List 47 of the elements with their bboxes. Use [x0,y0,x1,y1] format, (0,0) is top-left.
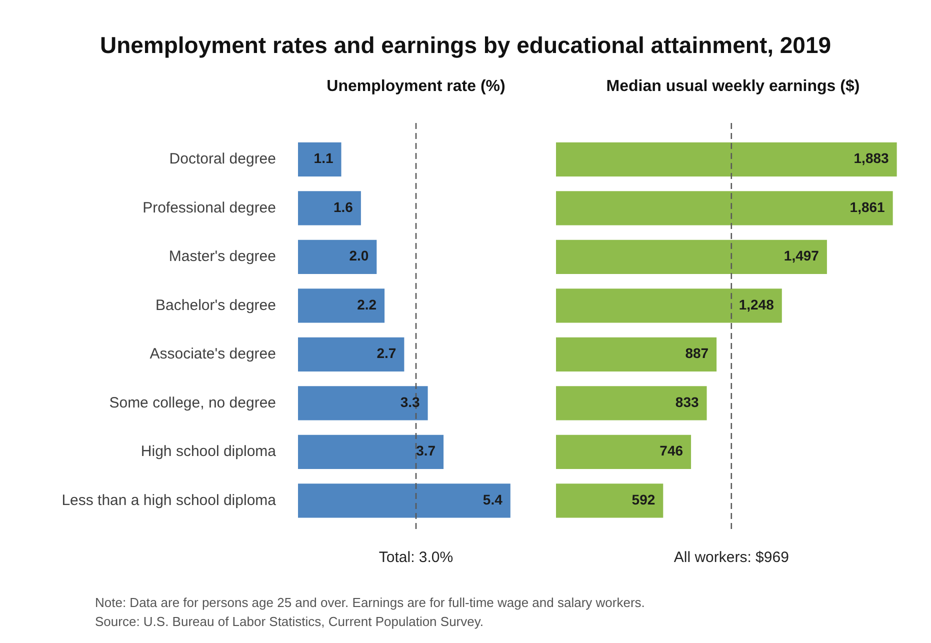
bar [556,434,692,469]
bar [298,191,361,226]
text: Note: Data are for persons age 25 and over. Earnings are for full-time wage and salary workers. [95,595,645,610]
data-label: 592 [632,491,656,508]
data-label: 1.6 [333,198,354,215]
bar [298,288,385,323]
data-label: 746 [660,442,684,459]
bar [298,142,342,176]
data-label: 1,861 [850,198,886,215]
y-tick-label: Doctoral degree [169,150,276,168]
y-tick-label: Master's degree [168,248,276,266]
y-tick-label: High school diploma [140,443,277,460]
data-label: 1.1 [314,150,334,166]
bar [556,337,717,372]
bar [556,288,782,323]
bar [298,484,510,518]
data-label: 3.7 [416,442,436,459]
bar [298,434,444,469]
chart-title: Unemployment rates and earnings by educational attainment, 2019 [98,32,832,59]
data-label: 2.2 [357,296,377,312]
y-tick-label: Associate's degree [150,346,276,363]
y-tick-label: Professional degree [142,199,276,216]
bar [298,386,428,420]
bar [556,386,707,420]
ref-line-label: Total: 3.0% [378,549,454,566]
bar [556,484,664,518]
ref-line-label: All workers: $969 [674,549,789,566]
bar [298,337,404,372]
source-note: Source: U.S. Bureau of Labor Statistics, Current Population Survey. [95,614,484,629]
bar [556,240,827,274]
data-label: 1,883 [854,150,890,166]
data-label: 833 [675,394,699,410]
data-label: 887 [685,345,709,362]
data-label: 2.0 [349,248,369,264]
y-tick-label: Some college, no degree [109,394,276,412]
bar [556,191,893,226]
data-label: 3.3 [400,394,420,410]
chart-subtitle: Median usual weekly earnings ($) [605,78,861,96]
y-tick-label: Bachelor's degree [156,296,276,314]
bar [556,142,897,176]
data-label: 1,248 [738,296,774,312]
data-label: 2.7 [376,345,396,362]
data-label: 1,497 [784,248,820,264]
chart-subtitle: Unemployment rate (%) [326,78,506,96]
y-tick-label: Less than a high school diploma [62,492,277,509]
data-label: 5.4 [482,491,503,508]
bar [298,240,377,274]
